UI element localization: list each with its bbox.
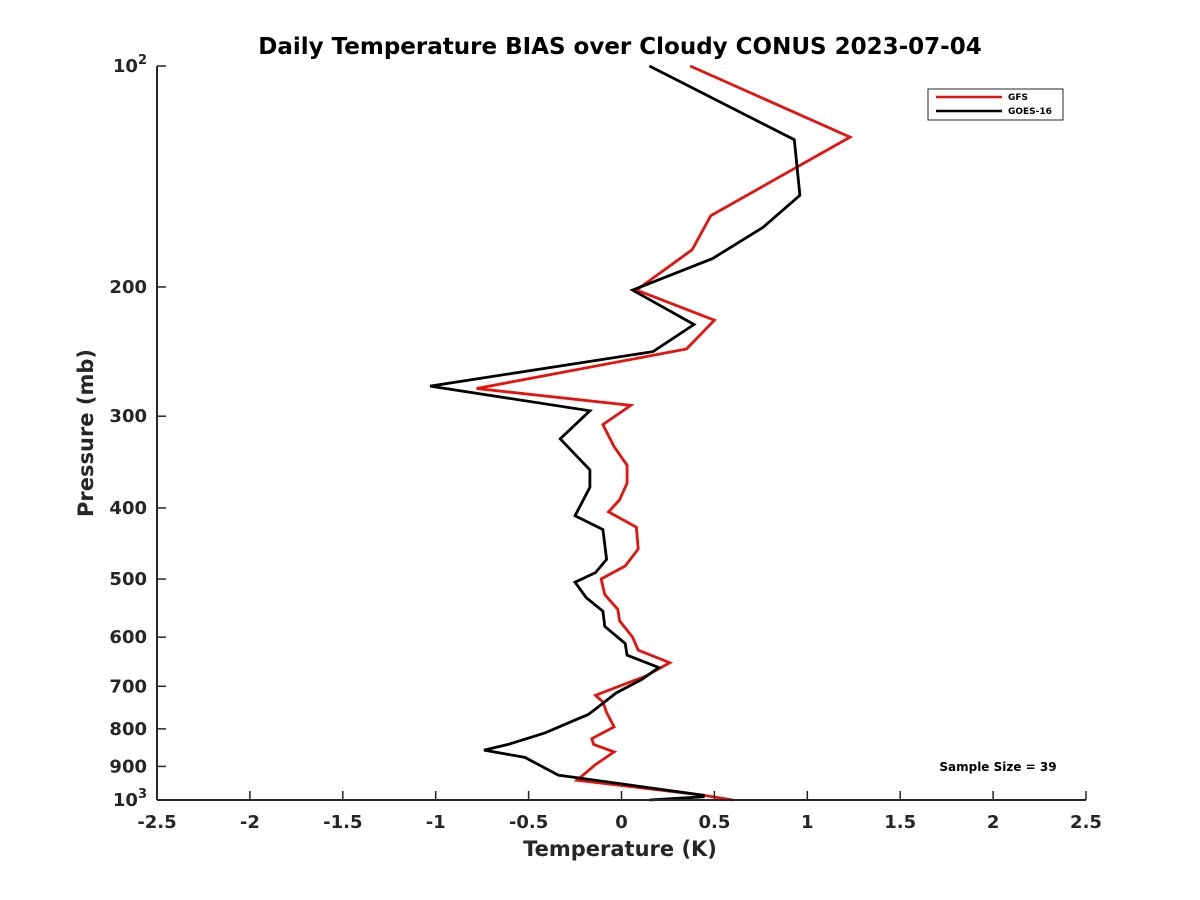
y-tick-label: 700 — [109, 676, 147, 697]
x-tick-label: -2 — [240, 812, 260, 833]
x-tick-label: 0 — [615, 812, 628, 833]
x-tick-label: -2.5 — [137, 812, 176, 833]
chart-title: Daily Temperature BIAS over Cloudy CONUS… — [258, 34, 981, 60]
sample-size-annotation: Sample Size = 39 — [939, 760, 1056, 774]
x-tick-label: 2.5 — [1070, 812, 1102, 833]
y-tick-label: 102 — [113, 53, 147, 77]
x-ticks: -2.5 -2 -1.5 -1 -0.5 0 0.5 1 1.5 2 2.5 — [137, 791, 1102, 833]
x-tick-label: 1.5 — [884, 812, 916, 833]
y-ticks: 102 200 300 400 500 600 700 800 900 103 — [109, 53, 166, 811]
y-tick-label: 103 — [113, 787, 147, 811]
x-tick-label: -1.5 — [323, 812, 362, 833]
y-tick-label: 300 — [109, 406, 147, 427]
series-line-gfs — [476, 64, 854, 802]
legend-label-gfs: GFS — [1008, 93, 1028, 103]
y-tick-label: 900 — [109, 756, 147, 777]
x-tick-label: -0.5 — [509, 812, 548, 833]
x-tick-label: 0.5 — [698, 812, 730, 833]
x-axis-label: Temperature (K) — [523, 837, 717, 861]
x-tick-label: 1 — [801, 812, 814, 833]
x-tick-label: -1 — [426, 812, 446, 833]
y-axis-label: Pressure (mb) — [74, 349, 98, 517]
series-layer — [429, 64, 854, 802]
legend: GFS GOES-16 — [927, 88, 1064, 121]
y-tick-label: 600 — [109, 627, 147, 648]
x-tick-label: 2 — [987, 812, 1000, 833]
series-line-goes16 — [429, 64, 802, 802]
legend-label-goes16: GOES-16 — [1008, 107, 1052, 117]
legend-box — [927, 88, 1064, 121]
y-tick-label: 400 — [109, 498, 147, 519]
y-tick-label: 800 — [109, 719, 147, 740]
y-tick-label: 500 — [109, 569, 147, 590]
y-tick-label: 200 — [109, 277, 147, 298]
